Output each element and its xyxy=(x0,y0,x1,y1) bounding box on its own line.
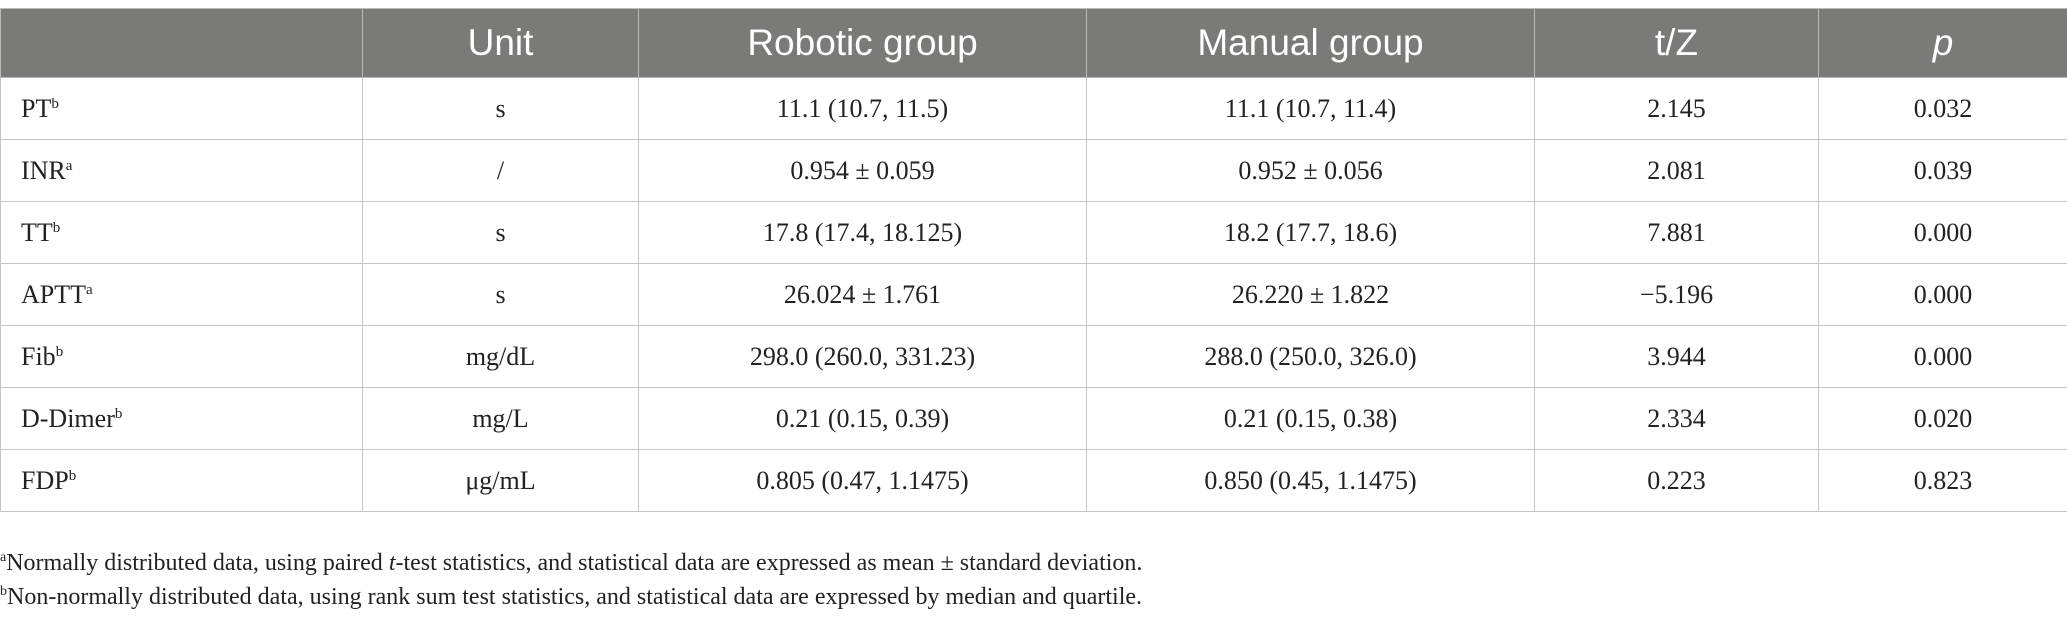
table-row: D-Dimerb mg/L 0.21 (0.15, 0.39) 0.21 (0.15,… xyxy=(0,387,2067,450)
cell-parameter: APTTa xyxy=(0,263,363,326)
cell-robotic-group: 26.024 ± 1.761 xyxy=(638,263,1087,326)
cell-robotic-group: 11.1 (10.7, 11.5) xyxy=(638,77,1087,140)
footnote-marker: b xyxy=(68,467,77,484)
footnote-marker: b xyxy=(52,219,61,236)
cell-parameter: Fibb xyxy=(0,325,363,388)
cell-unit: s xyxy=(362,201,639,264)
footnote-marker: a xyxy=(65,157,73,174)
cell-parameter: INRa xyxy=(0,139,363,202)
cell-unit: s xyxy=(362,263,639,326)
cell-robotic-group: 0.954 ± 0.059 xyxy=(638,139,1087,202)
cell-unit: μg/mL xyxy=(362,449,639,512)
cell-t-z: 0.223 xyxy=(1534,449,1819,512)
cell-manual-group: 0.952 ± 0.056 xyxy=(1086,139,1535,202)
table-row: FDPb μg/mL 0.805 (0.47, 1.1475) 0.850 (0.45… xyxy=(0,449,2067,512)
footnotes: aNormally distributed data, using paired… xyxy=(0,548,2067,616)
parameter-name: PT xyxy=(21,93,52,123)
footnote-a-text-before: Normally distributed data, using paired xyxy=(6,550,389,576)
parameter-name: D-Dimer xyxy=(21,403,115,433)
cell-t-z: 7.881 xyxy=(1534,201,1819,264)
footnote-a: aNormally distributed data, using paired… xyxy=(0,548,2067,582)
header-row: Unit Robotic group Manual group t/Z p xyxy=(0,8,2067,78)
table-row: PTb s 11.1 (10.7, 11.5) 11.1 (10.7, 11.4) 2.… xyxy=(0,77,2067,140)
cell-p-value: 0.000 xyxy=(1818,325,2067,388)
cell-parameter: FDPb xyxy=(0,449,363,512)
footnote-b-text: Non-normally distributed data, using ran… xyxy=(7,584,1143,610)
table-body: PTb s 11.1 (10.7, 11.5) 11.1 (10.7, 11.4) 2.… xyxy=(0,77,2067,512)
table-row: APTTa s 26.024 ± 1.761 26.220 ± 1.822 −5.196… xyxy=(0,263,2067,326)
cell-manual-group: 288.0 (250.0, 326.0) xyxy=(1086,325,1535,388)
parameter-name: INR xyxy=(21,155,66,185)
cell-p-value: 0.000 xyxy=(1818,263,2067,326)
footnote-a-mark: a xyxy=(0,550,7,565)
cell-t-z: 2.145 xyxy=(1534,77,1819,140)
header-parameter xyxy=(0,8,363,78)
cell-unit: s xyxy=(362,77,639,140)
cell-unit: mg/dL xyxy=(362,325,639,388)
table-row: Fibb mg/dL 298.0 (260.0, 331.23) 288.0 (250… xyxy=(0,325,2067,388)
cell-robotic-group: 0.21 (0.15, 0.39) xyxy=(638,387,1087,450)
footnote-a-text-after: -test statistics, and statistical data a… xyxy=(395,550,1143,576)
cell-manual-group: 11.1 (10.7, 11.4) xyxy=(1086,77,1535,140)
cell-parameter: TTb xyxy=(0,201,363,264)
table-row: INRa/0.954 ± 0.059 0.952 ± 0.056 2.081 0.03… xyxy=(0,139,2067,202)
footnote-marker: b xyxy=(51,95,59,112)
cell-robotic-group: 17.8 (17.4, 18.125) xyxy=(638,201,1087,264)
header-robotic-group: Robotic group xyxy=(638,8,1087,78)
header-t-z: t/Z xyxy=(1534,8,1819,78)
header-unit: Unit xyxy=(362,8,639,78)
footnote-b-mark: b xyxy=(0,584,7,599)
cell-p-value: 0.039 xyxy=(1818,139,2067,202)
header-manual-group: Manual group xyxy=(1086,8,1535,78)
footnote-marker: a xyxy=(86,281,93,298)
coagulation-results-table: Unit Robotic group Manual group t/Z p PT… xyxy=(0,8,2067,512)
cell-p-value: 0.823 xyxy=(1818,449,2067,512)
cell-manual-group: 26.220 ± 1.822 xyxy=(1086,263,1535,326)
cell-unit: / xyxy=(362,139,639,202)
cell-p-value: 0.020 xyxy=(1818,387,2067,450)
header-p-value: p xyxy=(1818,8,2067,78)
cell-unit: mg/L xyxy=(362,387,639,450)
cell-t-z: −5.196 xyxy=(1534,263,1819,326)
cell-p-value: 0.032 xyxy=(1818,77,2067,140)
cell-manual-group: 0.850 (0.45, 1.1475) xyxy=(1086,449,1535,512)
cell-manual-group: 18.2 (17.7, 18.6) xyxy=(1086,201,1535,264)
parameter-name: FDP xyxy=(21,465,69,495)
parameter-name: APTT xyxy=(21,279,86,309)
table-row: TTb s 17.8 (17.4, 18.125) 18.2 (17.7, 18.6)… xyxy=(0,201,2067,264)
cell-parameter: D-Dimerb xyxy=(0,387,363,450)
results-table-container: Unit Robotic group Manual group t/Z p PT… xyxy=(0,8,2067,512)
cell-robotic-group: 0.805 (0.47, 1.1475) xyxy=(638,449,1087,512)
cell-t-z: 3.944 xyxy=(1534,325,1819,388)
parameter-name: Fib xyxy=(21,341,56,371)
footnote-marker: b xyxy=(114,405,123,422)
footnote-a-italic-t: t xyxy=(388,550,396,576)
parameter-name: TT xyxy=(21,217,53,247)
cell-t-z: 2.081 xyxy=(1534,139,1819,202)
cell-t-z: 2.334 xyxy=(1534,387,1819,450)
footnote-b: bNon-normally distributed data, using ra… xyxy=(0,582,2067,616)
footnote-marker: b xyxy=(55,343,64,360)
cell-manual-group: 0.21 (0.15, 0.38) xyxy=(1086,387,1535,450)
cell-p-value: 0.000 xyxy=(1818,201,2067,264)
cell-parameter: PTb xyxy=(0,77,363,140)
cell-robotic-group: 298.0 (260.0, 331.23) xyxy=(638,325,1087,388)
